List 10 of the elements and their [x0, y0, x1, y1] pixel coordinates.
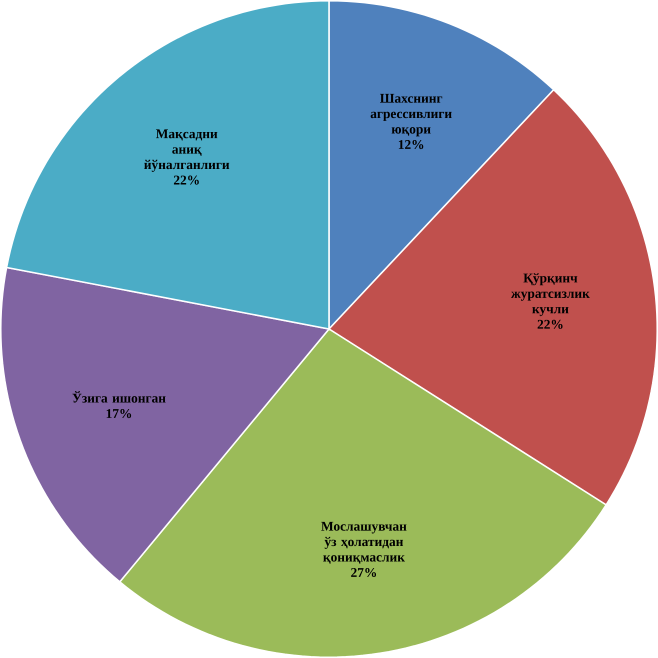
slice-label: Ўзига ишонган — [72, 391, 166, 403]
slice-label: Шахснинг агрессивлиги юқори — [370, 94, 452, 136]
data-label: 17% — [106, 409, 132, 418]
data-label: 22% — [538, 320, 563, 329]
data-label: 22% — [174, 176, 199, 185]
slice-label: Қўрқинч журатсизлик кучли — [511, 273, 590, 316]
data-label: 12% — [398, 140, 424, 150]
slice-label: Мослашувчан ўз ҳолатидан қониқмаслик — [321, 522, 406, 564]
slice-label: Мақсадни аниқ йўналганлиги — [144, 129, 230, 172]
data-label: 27% — [351, 568, 376, 578]
